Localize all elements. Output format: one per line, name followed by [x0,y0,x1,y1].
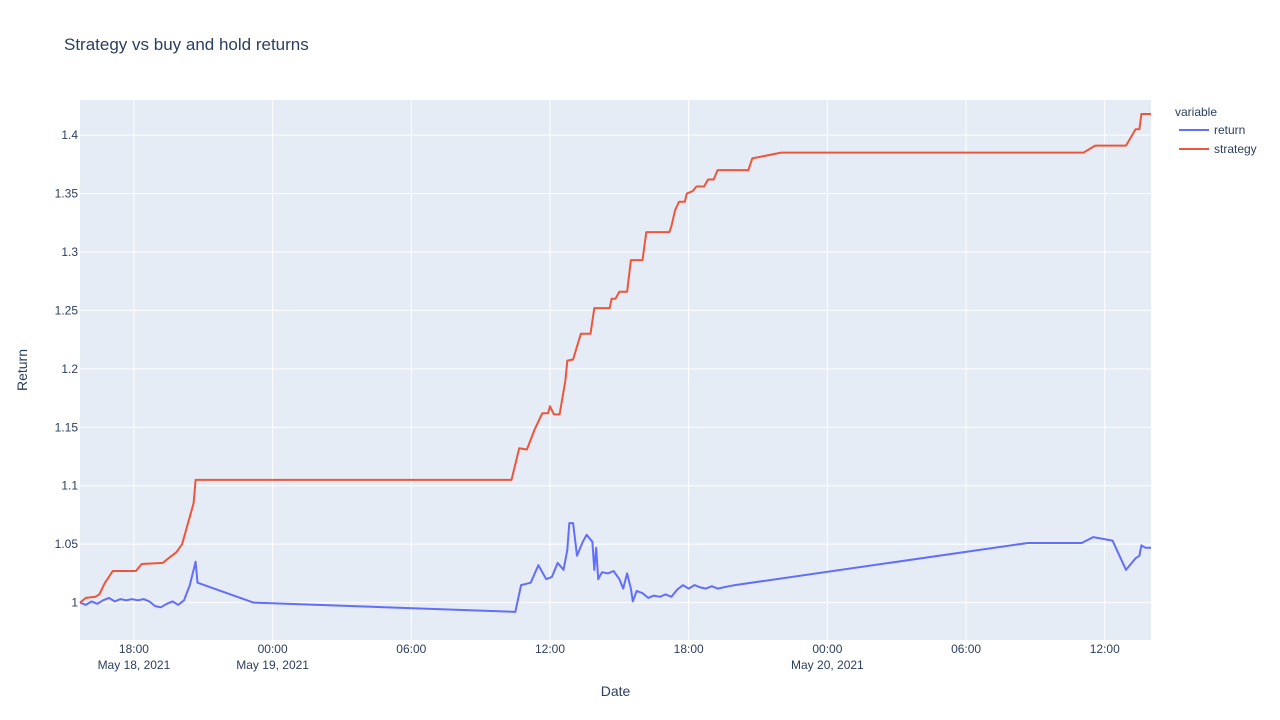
x-tick-label: 18:00 [119,642,149,656]
y-tick-label: 1.2 [61,362,78,376]
x-tick-date-label: May 18, 2021 [98,658,171,672]
y-tick-label: 1.05 [55,537,79,551]
x-gridlines [133,100,1106,640]
x-tick-label: 00:00 [812,642,842,656]
chart-title: Strategy vs buy and hold returns [64,35,309,54]
series-line-return [79,522,1151,613]
legend-item-return[interactable]: return [1214,123,1245,137]
x-tick-label: 06:00 [396,642,426,656]
legend: variable return strategy [1175,105,1257,156]
y-tick-label: 1.1 [61,479,78,493]
series-line-strategy [79,113,1151,604]
x-tick-label: 00:00 [258,642,288,656]
y-tick-label: 1.25 [55,303,79,317]
x-tick-label: 06:00 [951,642,981,656]
y-tick-label: 1.4 [61,128,78,142]
y-axis-title: Return [14,349,30,391]
x-tick-date-label: May 19, 2021 [236,658,309,672]
y-gridlines [80,134,1151,604]
x-tick-label: 12:00 [535,642,565,656]
x-tick-label: 12:00 [1090,642,1120,656]
x-tick-date-label: May 20, 2021 [791,658,864,672]
x-axis-title: Date [601,683,631,699]
y-tick-label: 1.35 [55,187,79,201]
plot-area [80,100,1151,640]
x-tick-labels: 18:00 May 18, 2021 00:00 May 19, 2021 06:00 1… [98,642,1121,672]
x-tick-label: 18:00 [674,642,704,656]
y-tick-label: 1.15 [55,420,79,434]
y-tick-labels: 1 1.05 1.1 1.15 1.2 1.25 1.3 1.35 1.4 [55,128,79,610]
y-tick-label: 1 [71,596,78,610]
legend-title: variable [1175,105,1217,119]
y-tick-label: 1.3 [61,245,78,259]
series-layer [79,113,1151,613]
legend-item-strategy[interactable]: strategy [1214,142,1257,156]
